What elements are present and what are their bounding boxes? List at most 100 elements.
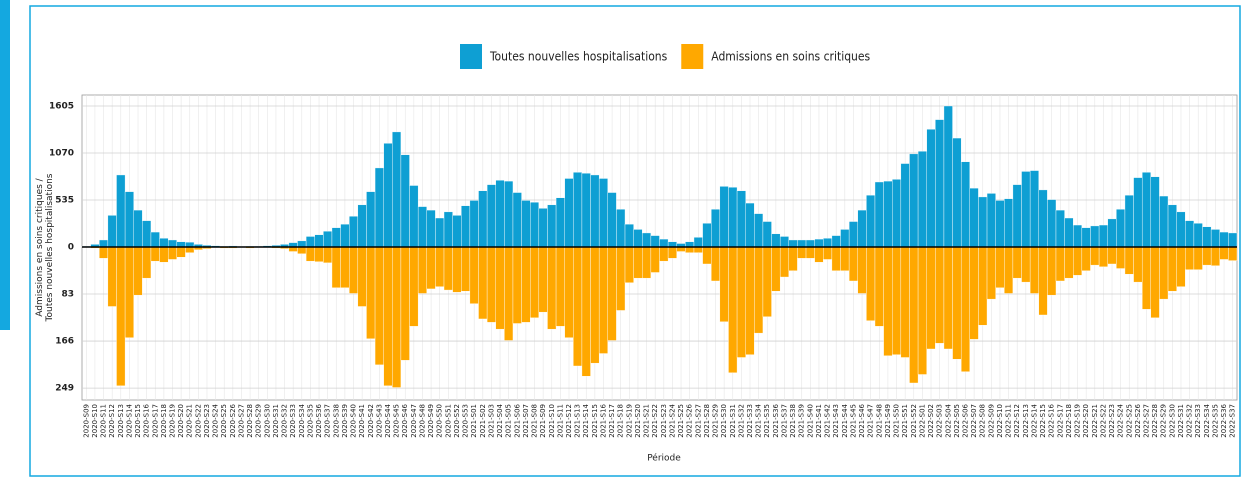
bar [555, 197, 565, 248]
bar [167, 246, 178, 260]
bar [400, 246, 410, 361]
bar [1116, 246, 1126, 269]
bar [1202, 246, 1212, 266]
x-tick-label: 2022-S06 [961, 403, 969, 437]
x-tick-label: 2021-S43 [832, 404, 840, 438]
bar [616, 209, 626, 248]
bar [323, 246, 333, 264]
bar [702, 246, 712, 265]
x-tick-label: 2022-S36 [1220, 403, 1228, 437]
bar [176, 241, 186, 248]
x-tick-label: 2021-S28 [703, 404, 711, 438]
bar [633, 246, 643, 279]
bar [642, 246, 652, 279]
x-tick-label: 2020-S12 [108, 404, 116, 438]
bar [685, 241, 695, 248]
bar [693, 246, 703, 253]
bar [1228, 232, 1238, 248]
y-tick-label: 0 [68, 243, 74, 253]
bar [383, 246, 393, 387]
bar [702, 223, 712, 248]
bar [504, 246, 514, 341]
x-tick-label: 2021-S04 [496, 403, 504, 437]
x-tick-label: 2021-S45 [849, 404, 857, 438]
bar [1004, 198, 1014, 248]
bar [978, 246, 988, 326]
bar [124, 246, 134, 338]
x-tick-label: 2022-S31 [1177, 404, 1185, 438]
x-tick-label: 2022-S37 [1229, 404, 1237, 438]
x-tick-label: 2020-S39 [341, 404, 349, 438]
bar [650, 235, 660, 248]
bar [797, 246, 807, 259]
bar [909, 153, 919, 248]
bar [159, 238, 169, 248]
bar [771, 246, 781, 292]
x-tick-label: 2021-S09 [539, 404, 547, 438]
x-tick-label: 2020-S27 [237, 404, 245, 438]
bar [659, 246, 669, 262]
x-tick-label: 2021-S37 [780, 404, 788, 438]
bar [857, 209, 867, 248]
bar [823, 238, 833, 248]
x-tick-label: 2021-S02 [479, 404, 487, 438]
x-axis-label: Période [647, 453, 681, 464]
bar [340, 246, 350, 288]
x-tick-label: 2020-S31 [272, 404, 280, 438]
bar [1107, 218, 1117, 248]
x-tick-label: 2020-S21 [186, 404, 194, 438]
x-tick-label: 2022-S01 [918, 404, 926, 438]
bar [185, 246, 195, 253]
bar [1176, 211, 1186, 248]
x-tick-label: 2022-S22 [1099, 404, 1107, 438]
x-tick-label: 2022-S19 [1074, 404, 1082, 438]
bar [693, 237, 703, 248]
x-tick-label: 2021-S05 [505, 404, 513, 438]
x-tick-label: 2022-S13 [1022, 404, 1030, 438]
bar [805, 246, 815, 259]
bar [116, 174, 126, 248]
x-tick-label: 2020-S53 [462, 404, 470, 438]
x-tick-label: 2020-S48 [418, 404, 426, 438]
x-tick-label: 2022-S35 [1211, 404, 1219, 438]
x-tick-label: 2021-S29 [712, 404, 720, 438]
bar [461, 246, 471, 292]
bar [564, 178, 574, 248]
bar [1021, 246, 1031, 283]
bar [1029, 246, 1039, 294]
x-tick-label: 2021-S50 [893, 404, 901, 438]
bar [1012, 184, 1022, 248]
x-tick-label: 2021-S32 [737, 404, 745, 438]
x-tick-label: 2020-S36 [315, 403, 323, 437]
bar [530, 201, 540, 248]
bar [366, 246, 376, 340]
x-tick-label: 2021-S52 [910, 404, 918, 438]
x-tick-label: 2022-S15 [1039, 404, 1047, 438]
y-tick-label: 1070 [49, 148, 74, 158]
x-tick-label: 2022-S30 [1168, 404, 1176, 438]
bar [624, 246, 634, 283]
x-tick-label: 2022-S34 [1203, 403, 1211, 437]
bar [314, 246, 324, 262]
bar [943, 246, 953, 350]
bar [452, 215, 462, 248]
bar [357, 246, 367, 307]
x-tick-label: 2022-S18 [1065, 404, 1073, 438]
x-tick-label: 2021-S21 [643, 404, 651, 438]
bar [659, 238, 669, 248]
frame [29, 5, 1241, 477]
x-tick-label: 2021-S26 [686, 403, 694, 437]
bar [607, 246, 617, 341]
x-tick-label: 2020-S09 [82, 404, 90, 438]
bar [1228, 246, 1238, 261]
bar [581, 246, 591, 377]
y2-tick-label: 166 [55, 337, 74, 347]
legend-label: Admissions en soins critiques [711, 50, 870, 64]
x-tick-label: 2021-S20 [634, 404, 642, 438]
bar [486, 184, 496, 248]
x-tick-label: 2021-S14 [582, 403, 590, 437]
bar [547, 204, 557, 248]
y-tick-label: 535 [55, 195, 74, 205]
bar [598, 246, 608, 354]
x-tick-label: 2022-S26 [1134, 403, 1142, 437]
